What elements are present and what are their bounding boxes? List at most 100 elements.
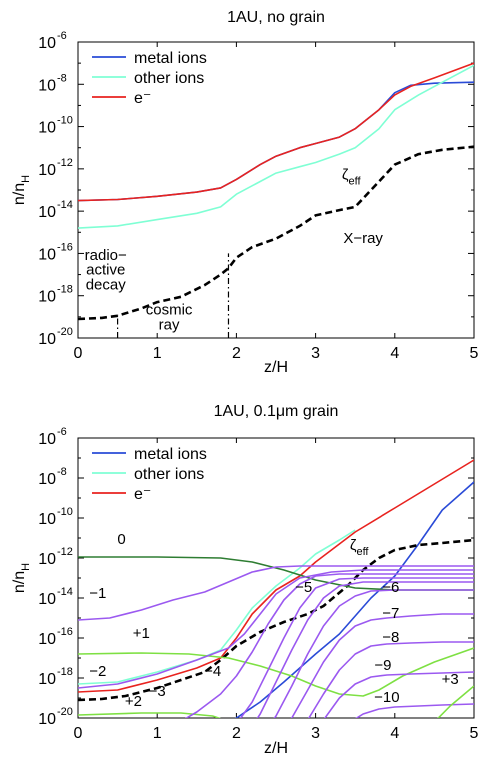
y-tick-label: 10 (38, 246, 56, 263)
y-tick-label: 10 (38, 591, 56, 608)
y-tick-exponent: -14 (57, 199, 73, 211)
y-tick-label: 10 (38, 204, 56, 221)
legend: metal ions other ions e⁻ (92, 50, 207, 107)
annotation-radio: radio− (85, 247, 127, 264)
y-tick-exponent: -16 (57, 241, 73, 253)
annotation-1: +1 (133, 625, 150, 642)
y-tick-label: 10 (38, 671, 56, 688)
y-tick-exponent: -10 (57, 506, 73, 518)
y-axis-label: n/nH (11, 175, 32, 205)
series-line-eff (78, 538, 474, 702)
x-tick-label: 0 (74, 345, 83, 362)
annotation-cosmic: cosmic (146, 302, 193, 319)
annotation-3: +3 (442, 671, 459, 688)
legend: metal ions other ions e⁻ (92, 446, 207, 503)
x-tick-label: 5 (470, 725, 479, 742)
annotation-2: −2 (89, 663, 106, 680)
series-line-5 (256, 581, 474, 718)
series-line-other-ions (78, 64, 474, 229)
y-tick-label: 10 (38, 431, 56, 448)
annotation-3: −3 (149, 683, 166, 700)
annotation-4: −4 (204, 663, 221, 680)
series-line-7 (290, 613, 474, 718)
y-tick-label: 10 (38, 77, 56, 94)
annotation-5: −5 (295, 579, 312, 596)
series-line-10 (355, 703, 474, 718)
y-tick-exponent: -14 (57, 586, 73, 598)
legend-label-other-ions: other ions (134, 70, 204, 87)
series-line-2 (78, 569, 474, 689)
series-line-eff (78, 145, 474, 321)
annotation-7: −7 (382, 605, 399, 622)
annotation-6: −6 (382, 579, 399, 596)
series-line-e (78, 62, 474, 202)
annotation-9: −9 (374, 657, 391, 674)
y-tick-label: 10 (38, 471, 56, 488)
series-line-6 (273, 589, 474, 718)
y-tick-exponent: -18 (57, 284, 73, 296)
annotation-2: +2 (125, 693, 142, 710)
y-tick-exponent: -20 (57, 706, 73, 718)
chart-title: 1AU, 0.1μm grain (214, 403, 339, 420)
series-line-1 (78, 647, 474, 697)
series-line-3 (437, 685, 474, 718)
y-tick-exponent: -16 (57, 626, 73, 638)
series-line-4 (239, 577, 474, 718)
y-tick-label: 10 (38, 120, 56, 137)
annotation-x-ray: X−ray (343, 230, 383, 247)
x-tick-label: 3 (311, 345, 320, 362)
legend-label-metal-ions: metal ions (134, 446, 207, 463)
y-tick-exponent: -8 (57, 466, 67, 478)
series-line-2 (78, 712, 222, 718)
legend-label-metal-ions: metal ions (134, 50, 207, 67)
series-group (78, 62, 474, 321)
annotation-decay: decay (86, 276, 127, 293)
y-tick-exponent: -12 (57, 157, 73, 169)
annotation-10: −10 (374, 689, 399, 706)
x-tick-label: 2 (232, 725, 241, 742)
chart-title: 1AU, no grain (227, 9, 325, 26)
y-tick-exponent: -10 (57, 115, 73, 127)
series-group (78, 459, 474, 718)
legend-label-e: e⁻ (134, 90, 151, 107)
annotation-ray: ray (159, 317, 180, 334)
x-tick-label: 1 (153, 345, 162, 362)
y-tick-label: 10 (38, 511, 56, 528)
annotation-active: active (86, 262, 125, 279)
x-tick-label: 5 (470, 345, 479, 362)
y-axis-label: n/nH (11, 563, 32, 593)
annotation-8: −8 (382, 629, 399, 646)
x-axis-label: z/H (264, 740, 288, 757)
x-axis-label: z/H (264, 359, 288, 376)
x-tick-label: 4 (390, 345, 399, 362)
x-tick-label: 0 (74, 725, 83, 742)
legend-label-e: e⁻ (134, 486, 151, 503)
y-tick-label: 10 (38, 162, 56, 179)
y-tick-label: 10 (38, 551, 56, 568)
y-tick-exponent: -20 (57, 326, 73, 338)
annotation-1: −1 (89, 585, 106, 602)
y-tick-label: 10 (38, 35, 56, 52)
y-tick-exponent: -12 (57, 546, 73, 558)
series-line-1 (78, 565, 474, 621)
x-tick-label: 3 (311, 725, 320, 742)
series-line-e (78, 459, 474, 693)
annotation-0: 0 (117, 531, 125, 548)
x-tick-label: 4 (390, 725, 399, 742)
y-tick-exponent: -6 (57, 426, 67, 438)
legend-label-other-ions: other ions (134, 466, 204, 483)
series-line-9 (323, 671, 474, 718)
y-tick-label: 10 (38, 631, 56, 648)
series-line-other-ions (78, 529, 356, 685)
y-tick-exponent: -8 (57, 72, 67, 84)
series-line-3 (185, 573, 474, 718)
y-tick-exponent: -6 (57, 30, 67, 42)
x-tick-label: 2 (232, 345, 241, 362)
series-line-metal-ions (234, 481, 474, 718)
y-tick-label: 10 (38, 331, 56, 348)
annotation-x: ζeff (342, 166, 362, 187)
y-tick-exponent: -18 (57, 666, 73, 678)
